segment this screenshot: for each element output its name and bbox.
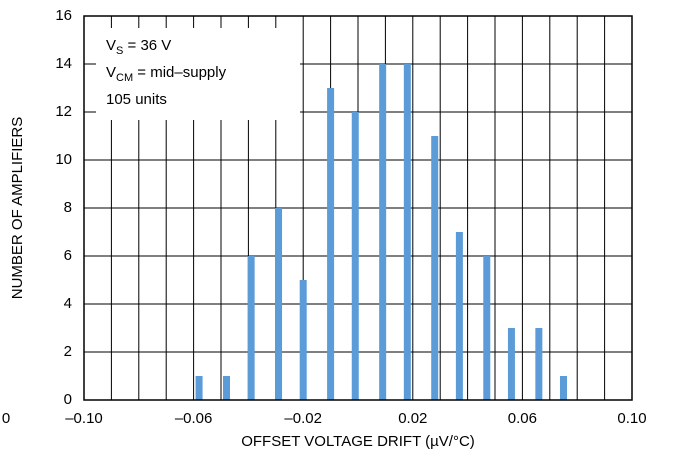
bar — [275, 208, 283, 400]
annotation-subscript: CM — [116, 72, 133, 84]
y-tick-label: 0 — [64, 391, 72, 408]
x-tick-label: 0.10 — [617, 410, 646, 427]
bar — [379, 64, 387, 400]
annotation: 105 units — [106, 91, 167, 108]
annotation-text: = 36 V — [123, 37, 171, 54]
bar — [327, 88, 335, 400]
bar — [222, 376, 230, 400]
y-tick-label: 12 — [55, 103, 72, 120]
bar — [507, 328, 515, 400]
annotation-text: V — [106, 37, 116, 54]
x-tick-label: 0.06 — [508, 410, 537, 427]
x-tick-label: –0.10 — [65, 410, 103, 427]
annotation-text: = mid–supply — [133, 64, 226, 81]
bar — [560, 376, 567, 400]
y-tick-label: 2 — [64, 343, 72, 360]
x-tick-label: –0.06 — [175, 410, 213, 427]
plot-frame — [83, 15, 633, 401]
x-axis-label: OFFSET VOLTAGE DRIFT (µV/°C) — [241, 433, 475, 450]
annotation-text: 105 units — [106, 91, 167, 108]
y-tick-label: 8 — [64, 199, 72, 216]
y-axis-label: NUMBER OF AMPLIFIERS — [9, 117, 26, 300]
annotation-text: V — [106, 64, 116, 81]
x-tick-label: –0.02 — [284, 410, 322, 427]
edge-fragment: 0 — [2, 410, 10, 427]
annotation: VCM = mid–supply — [106, 64, 227, 84]
annotation: VS = 36 V — [106, 37, 171, 57]
annotation-subscript: S — [116, 45, 123, 57]
y-tick-label: 4 — [64, 295, 72, 312]
y-tick-label: 16 — [55, 7, 72, 24]
bar — [351, 112, 359, 400]
y-tick-label: 6 — [64, 247, 72, 264]
bar — [403, 64, 411, 400]
annotation-box — [96, 28, 300, 120]
bar — [483, 256, 491, 400]
bar — [535, 328, 543, 400]
bar — [247, 256, 255, 400]
bar — [455, 232, 463, 400]
bar — [431, 136, 439, 400]
bar — [195, 376, 203, 400]
bar — [299, 280, 307, 400]
x-tick-label: 0.02 — [398, 410, 427, 427]
y-tick-label: 14 — [55, 55, 72, 72]
y-tick-label: 10 — [55, 151, 72, 168]
